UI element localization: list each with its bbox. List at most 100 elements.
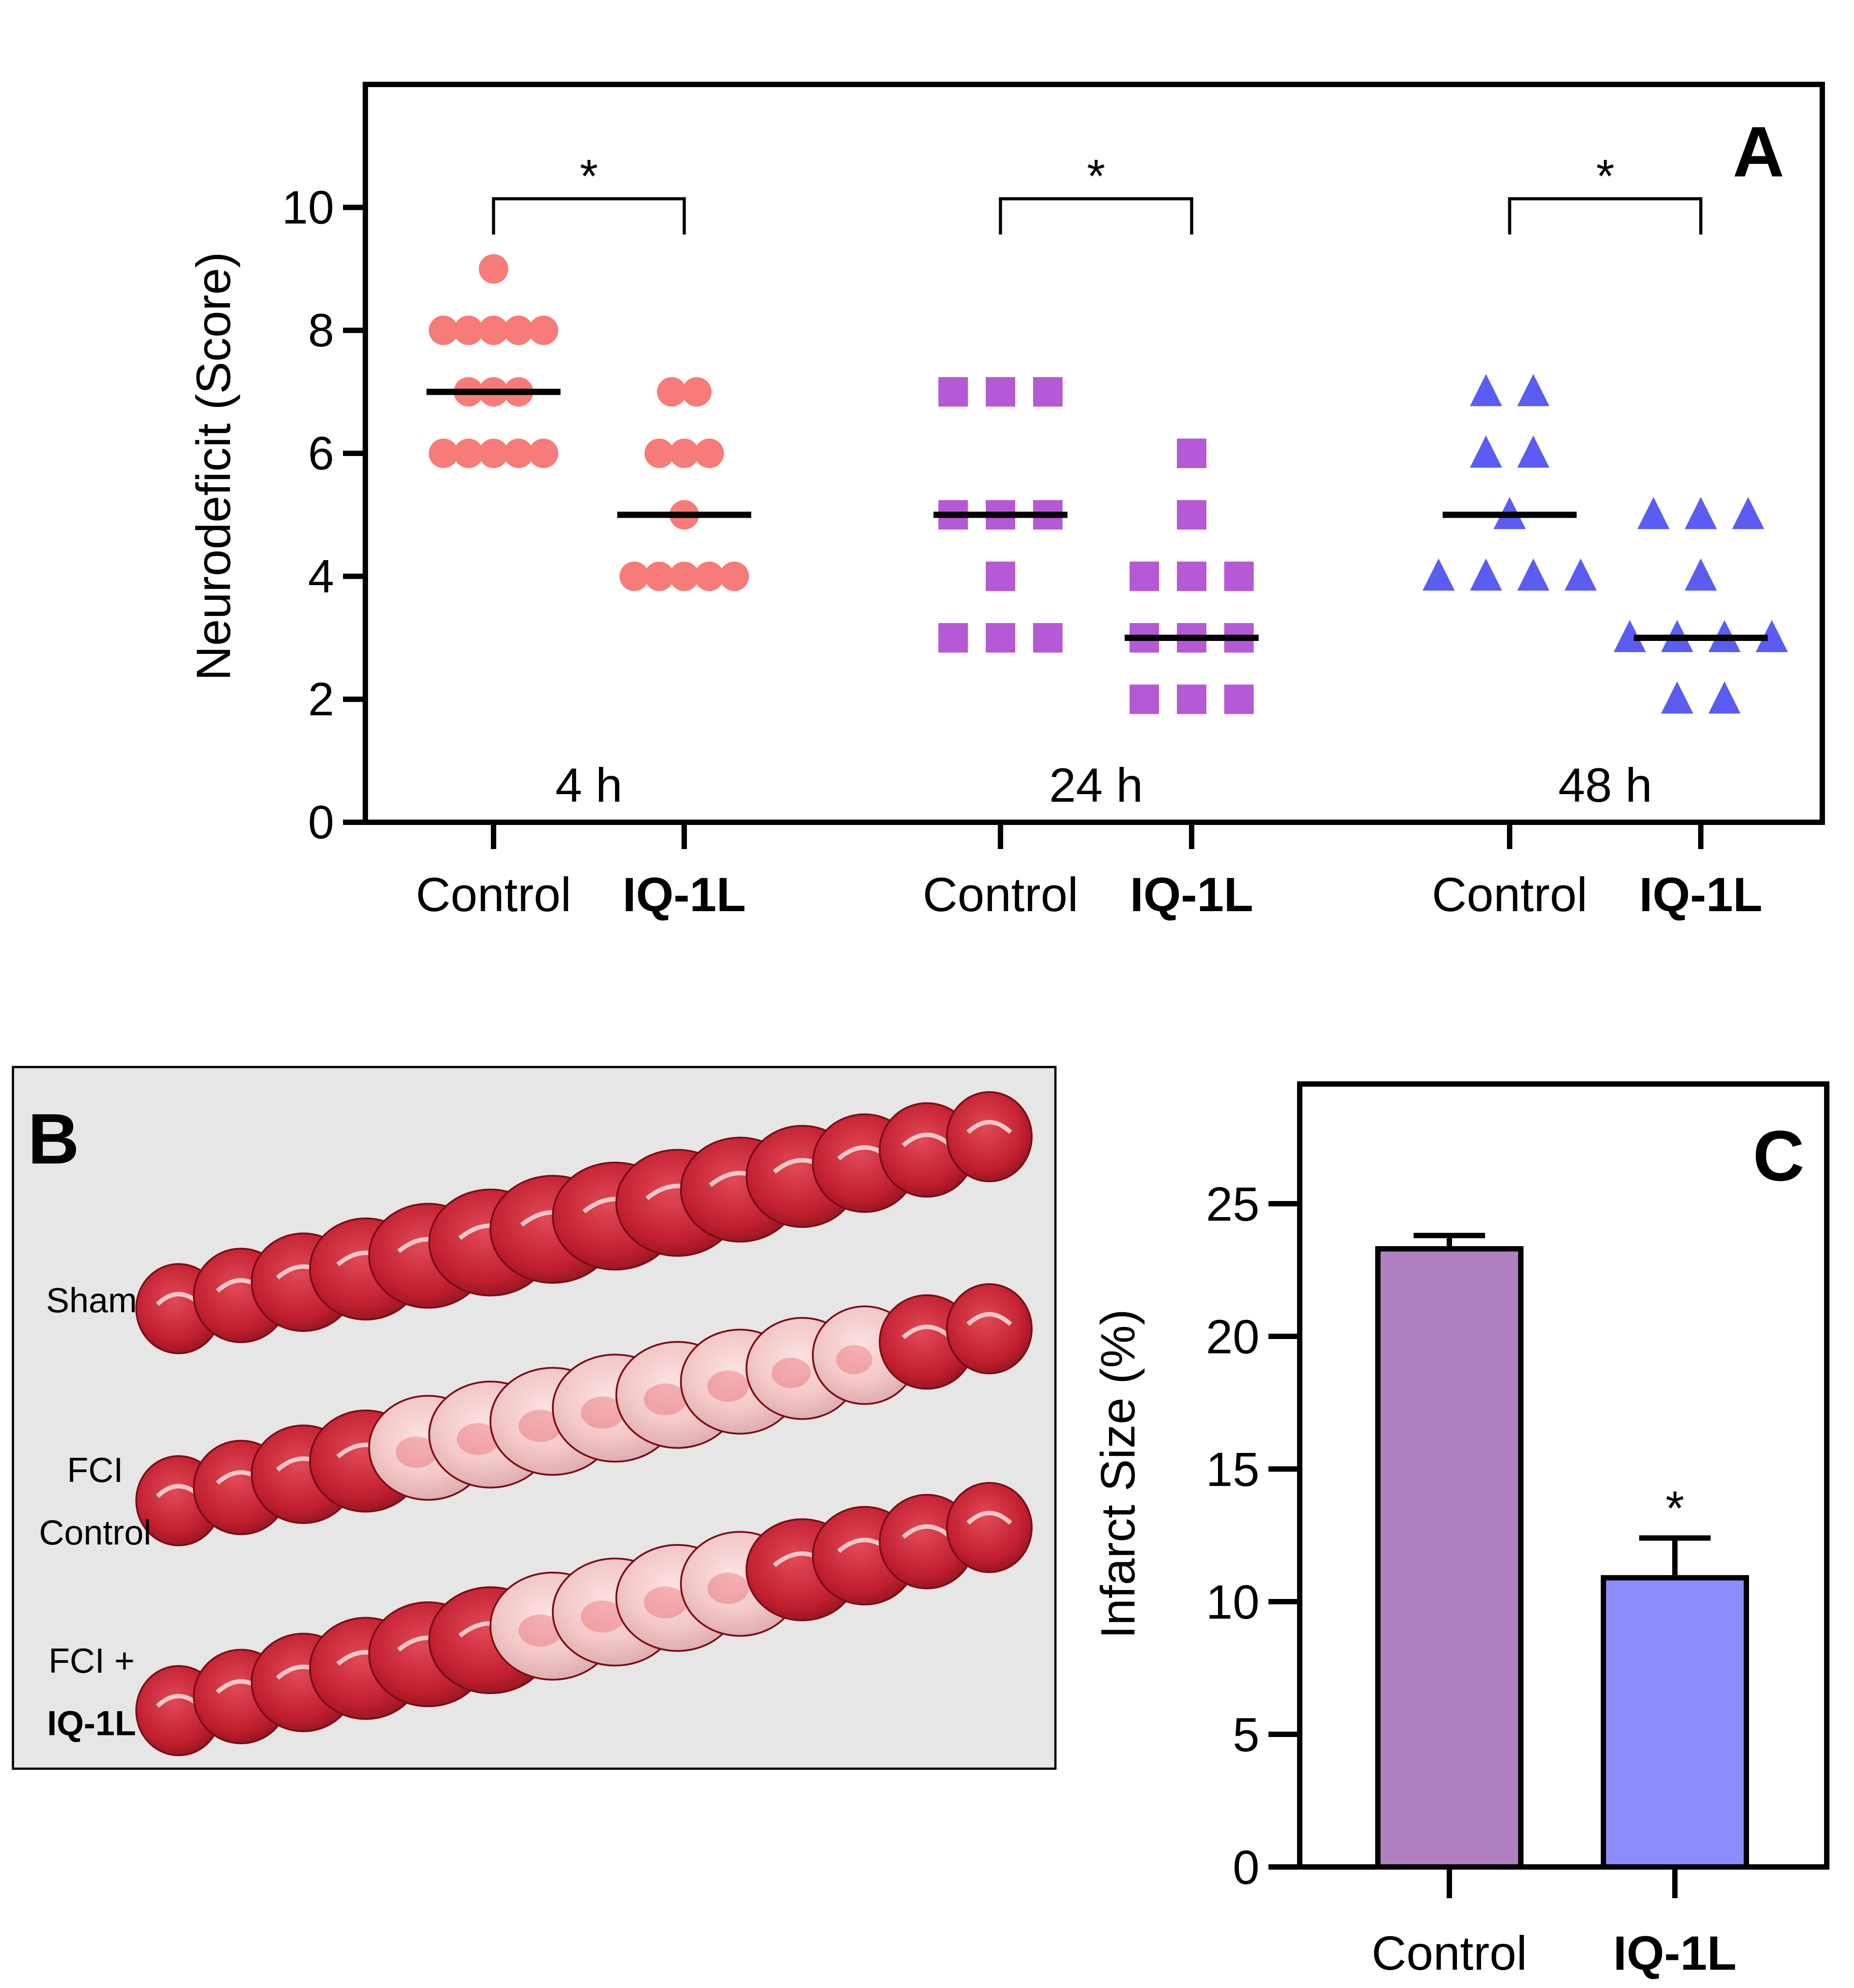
data-point: [429, 439, 458, 468]
x-label-control: Control: [1372, 1926, 1527, 1980]
y-tick-label: 10: [282, 181, 334, 234]
panel-c-data: Control IQ-1L *: [1372, 1233, 1749, 1980]
row-label-fci-plus: FCI +: [49, 1641, 135, 1680]
data-point: [429, 315, 458, 345]
panel-a-y-axis: 0 2 4 6 8 10: [282, 181, 365, 849]
data-point: [938, 377, 968, 407]
row-label-iq1l: IQ-1L: [47, 1703, 136, 1743]
data-point: [1177, 500, 1206, 530]
time-label: 24 h: [1049, 758, 1143, 812]
data-point: [1517, 374, 1549, 406]
x-label-iq1l: IQ-1L: [623, 867, 746, 921]
x-label-iq1l: IQ-1L: [1639, 867, 1762, 921]
y-tick-label: 8: [308, 305, 334, 357]
x-label-iq1l: IQ-1L: [1613, 1926, 1737, 1980]
significance-bracket: [492, 197, 686, 234]
panel-a-neurodeficit-chart: A Neurodeficit (Score) 0 2 4 6 8 10 Control IQ…: [186, 82, 1825, 921]
panel-b-brain-slices-photo: B Sham FCI Control FCI + IQ-1L: [12, 1066, 1057, 1770]
panel-c-y-axis: 0 5 10 15 20 25: [1206, 1177, 1300, 1894]
y-tick-label: 2: [308, 674, 334, 726]
x-label-control: Control: [1432, 867, 1587, 921]
data-point: [682, 377, 711, 407]
data-point: [1732, 497, 1764, 529]
corpus-callosum-mark: [967, 1120, 1012, 1134]
y-tick-label: 4: [308, 550, 334, 603]
data-point: [645, 439, 674, 468]
infarct-spot: [581, 1600, 625, 1633]
data-point: [1470, 435, 1502, 468]
corpus-callosum-mark: [902, 1524, 952, 1539]
infarct-spot: [644, 1383, 687, 1415]
data-point: [504, 315, 533, 345]
data-point: [1224, 561, 1254, 591]
data-point: [1177, 684, 1206, 714]
infarct-spot: [518, 1614, 562, 1647]
infarct-spot: [395, 1436, 437, 1468]
row-label-fci: FCI: [67, 1450, 123, 1490]
y-tick-label: 0: [308, 796, 334, 849]
y-tick-label: 25: [1206, 1177, 1260, 1231]
data-point: [1177, 561, 1206, 591]
panel-c-y-axis-title: Infarct Size (%): [1091, 1309, 1145, 1639]
data-point: [454, 315, 483, 345]
data-point: [938, 623, 968, 653]
data-point: [1130, 561, 1159, 591]
panel-b-letter: B: [28, 1099, 80, 1179]
panel-c-infarct-chart: C Infarct Size (%) 0 5 10 15 20 25 Control IQ-…: [1091, 1081, 1829, 1980]
significance-bracket: [999, 197, 1193, 234]
data-point: [479, 315, 508, 345]
time-label: 4 h: [555, 758, 622, 812]
infarct-spot: [771, 1357, 811, 1388]
panel-a-y-axis-title: Neurodeficit (Score): [186, 252, 240, 681]
infarct-spot: [644, 1586, 687, 1619]
data-point: [1565, 558, 1597, 591]
row-label-control: Control: [39, 1513, 151, 1552]
data-point: [529, 315, 558, 345]
data-point: [1614, 620, 1646, 652]
infarct-spot: [707, 1370, 749, 1402]
data-point: [619, 561, 649, 591]
data-point: [720, 561, 749, 591]
x-label-iq1l: IQ-1L: [1130, 867, 1253, 921]
data-point: [986, 561, 1015, 591]
data-point: [1685, 558, 1717, 591]
brain-slice: [946, 1283, 1033, 1374]
bar-iq1l: [1601, 1575, 1749, 1870]
y-tick-label: 15: [1206, 1442, 1260, 1496]
significance-star: *: [580, 150, 598, 202]
y-tick-label: 10: [1206, 1575, 1260, 1629]
brain-slice: [946, 1091, 1033, 1182]
corpus-callosum-mark: [967, 1511, 1012, 1525]
data-point: [1517, 558, 1549, 591]
y-tick-label: 20: [1206, 1310, 1260, 1364]
data-point: [479, 254, 508, 284]
data-point: [986, 377, 1015, 407]
data-point: [695, 439, 724, 468]
data-point: [1517, 435, 1549, 468]
data-point: [1685, 497, 1717, 529]
x-label-control: Control: [923, 867, 1078, 921]
data-point: [1708, 681, 1741, 714]
data-point: [645, 561, 674, 591]
corpus-callosum-mark: [902, 1132, 952, 1147]
panel-c-frame: [1297, 1081, 1829, 1870]
panel-c-letter: C: [1753, 1116, 1804, 1196]
data-point: [670, 439, 699, 468]
significance-star: *: [1596, 150, 1615, 202]
row-label-sham: Sham: [46, 1281, 137, 1320]
data-point: [1033, 377, 1063, 407]
y-tick-label: 5: [1233, 1708, 1260, 1762]
data-point: [479, 439, 508, 468]
y-tick-label: 6: [308, 427, 334, 480]
infarct-spot: [836, 1345, 873, 1375]
x-label-control: Control: [416, 867, 571, 921]
data-point: [1661, 681, 1693, 714]
data-point: [986, 623, 1015, 653]
panel-a-letter: A: [1733, 112, 1784, 192]
data-point: [1224, 684, 1254, 714]
significance-bracket: [1508, 197, 1703, 234]
panel-a-data: Control IQ-1L 4 h * Control IQ-1L 24 h * Control…: [416, 150, 1788, 921]
data-point: [1033, 623, 1063, 653]
data-point: [657, 377, 686, 407]
infarct-spot: [581, 1396, 625, 1429]
